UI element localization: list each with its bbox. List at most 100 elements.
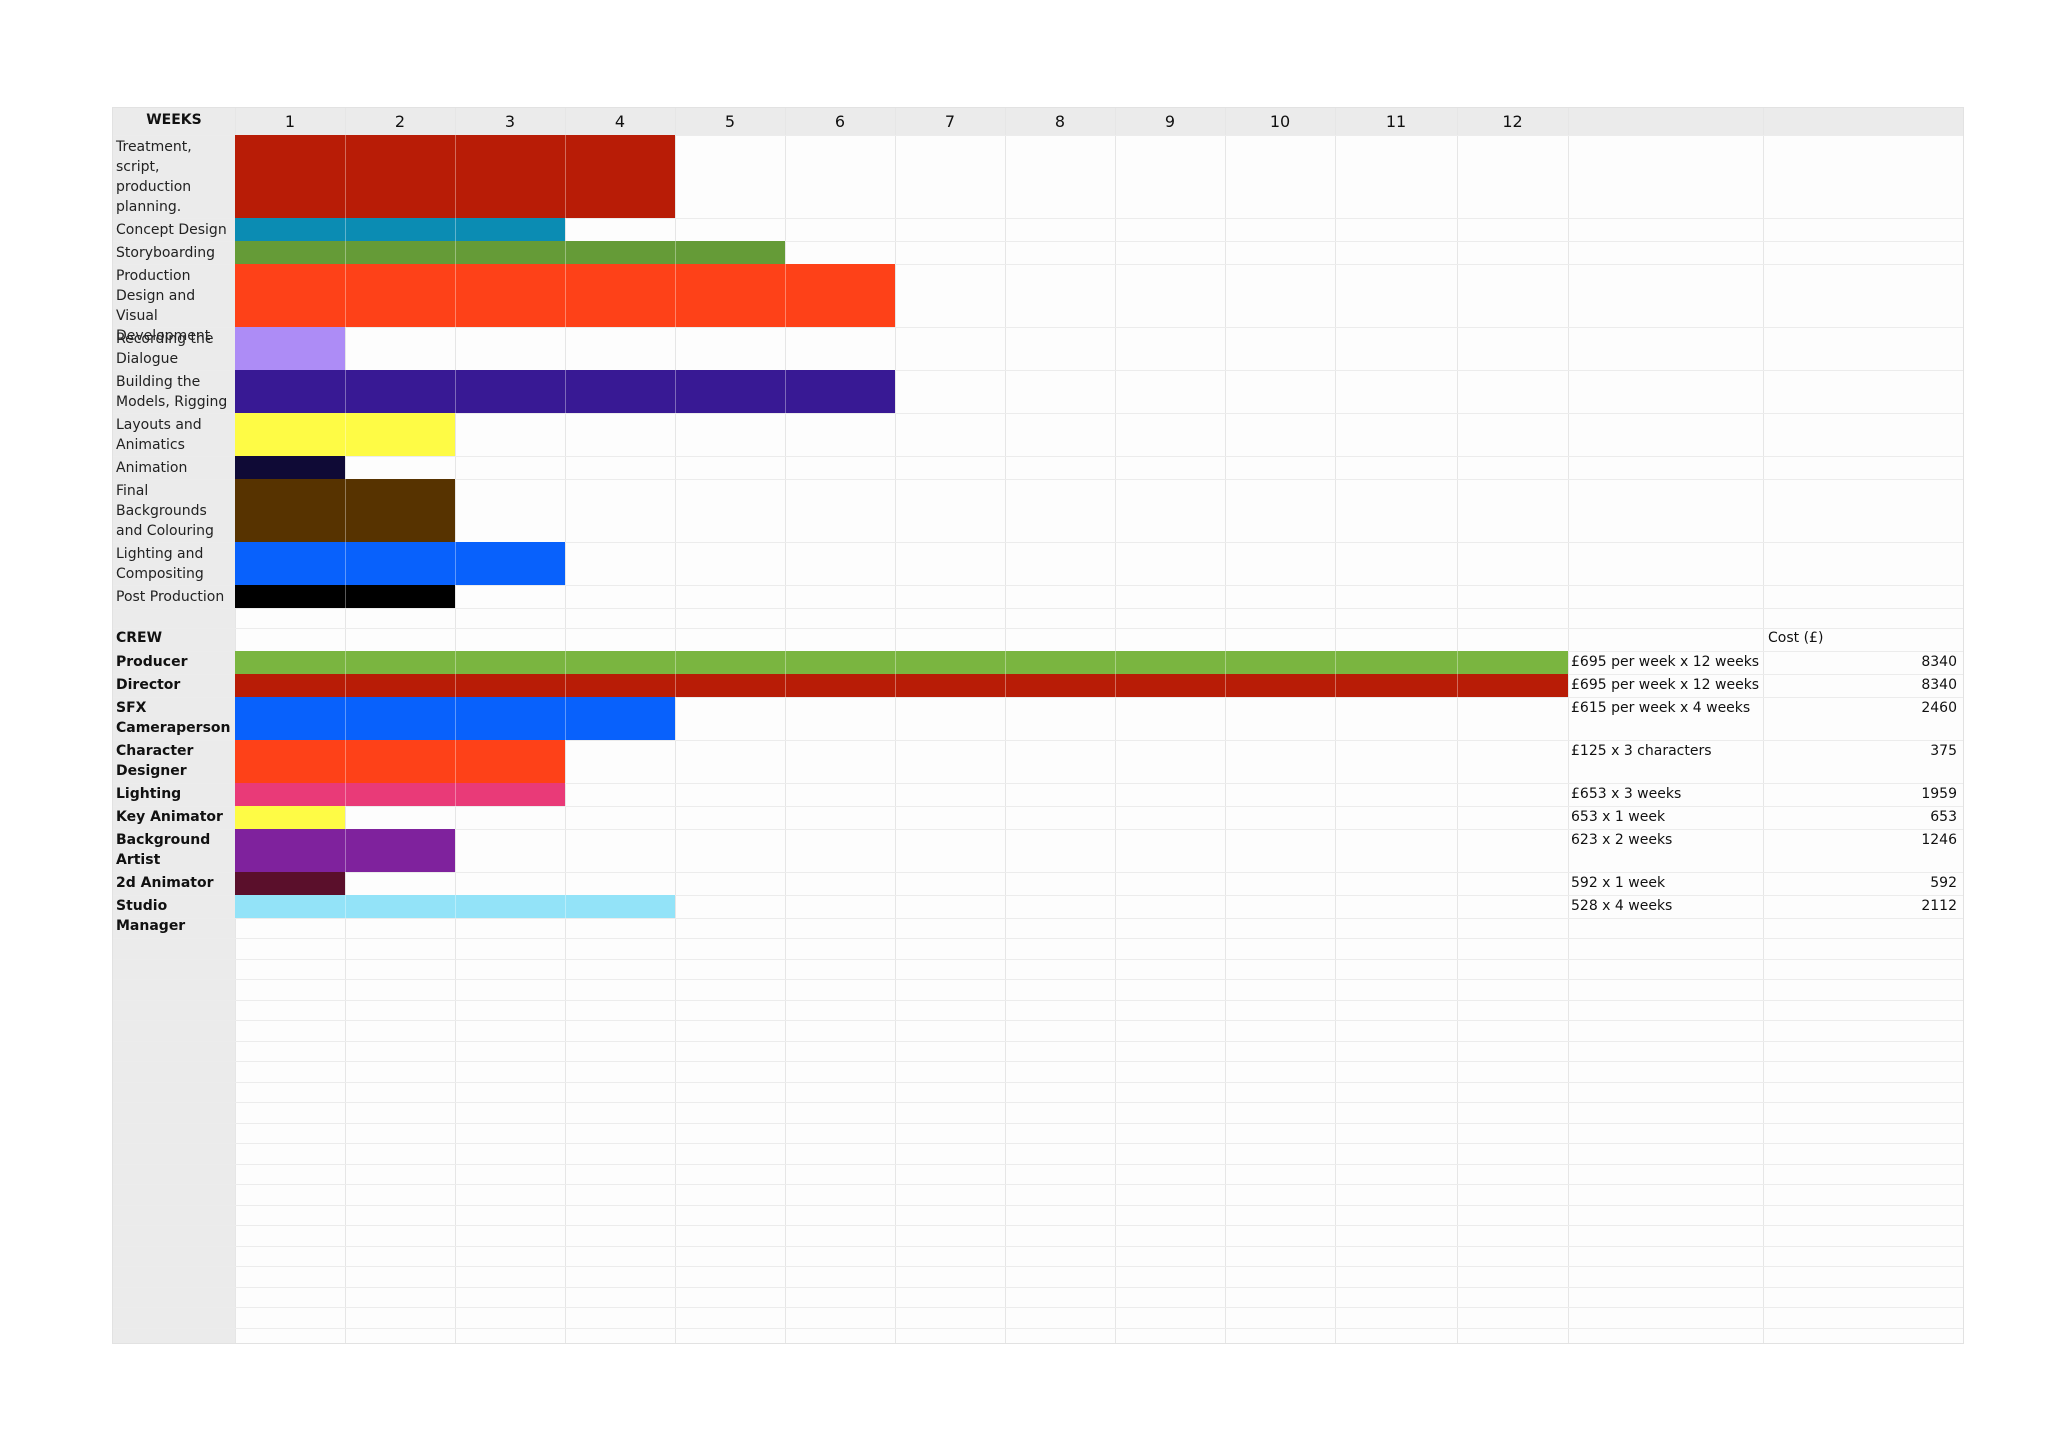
- grid-row-line: [113, 1143, 1963, 1144]
- bar-week-divider: [1115, 651, 1116, 674]
- bar-week-divider: [455, 674, 456, 697]
- week-header-2: 2: [394, 112, 406, 131]
- grid-row-line: [113, 241, 1963, 242]
- grid-row-line: [113, 1061, 1963, 1062]
- crew-bar: [235, 651, 1568, 674]
- bar-week-divider: [345, 135, 346, 218]
- grid-column-line: [785, 108, 786, 1343]
- bar-week-divider: [455, 697, 456, 740]
- task-bar: [235, 264, 895, 327]
- grid-row-line: [113, 264, 1963, 265]
- grid-row-line: [113, 1225, 1963, 1226]
- bar-week-divider: [345, 651, 346, 674]
- grid-row-line: [113, 938, 1963, 939]
- bar-week-divider: [565, 264, 566, 327]
- grid-row-line: [113, 740, 1963, 741]
- task-bar: [235, 585, 455, 608]
- task-label: Post Production: [116, 589, 225, 605]
- task-bar: [235, 413, 455, 456]
- grid-row-line: [113, 608, 1963, 609]
- bar-week-divider: [455, 740, 456, 783]
- crew-label: 2d Animator: [116, 875, 214, 891]
- task-label: Recording the Dialogue: [116, 331, 214, 367]
- bar-week-divider: [345, 895, 346, 918]
- bar-week-divider: [1457, 674, 1458, 697]
- bar-week-divider: [675, 264, 676, 327]
- crew-cost-value: 8340: [1921, 677, 1957, 693]
- bar-week-divider: [455, 895, 456, 918]
- bar-week-divider: [345, 697, 346, 740]
- bar-week-divider: [565, 895, 566, 918]
- task-bar: [235, 135, 675, 218]
- crew-rate-note: 528 x 4 weeks: [1571, 898, 1673, 914]
- task-label: Lighting and Compositing: [116, 546, 204, 582]
- cost-header: Cost (£): [1768, 630, 1824, 646]
- crew-bar: [235, 895, 675, 918]
- grid-row-line: [113, 959, 1963, 960]
- bar-week-divider: [345, 241, 346, 264]
- bar-week-divider: [455, 135, 456, 218]
- grid-row-line: [113, 628, 1963, 629]
- grid-column-line: [1225, 108, 1226, 1343]
- grid-row-line: [113, 1205, 1963, 1206]
- bar-week-divider: [1335, 651, 1336, 674]
- week-header-6: 6: [834, 112, 846, 131]
- grid-row-line: [113, 697, 1963, 698]
- bar-week-divider: [1005, 651, 1006, 674]
- task-label: Production Design and Visual Development: [116, 268, 211, 344]
- grid-column-line: [1568, 108, 1569, 1343]
- crew-cost-value: 592: [1930, 875, 1957, 891]
- grid-row-line: [113, 872, 1963, 873]
- week-header-12: 12: [1502, 112, 1523, 131]
- bar-week-divider: [785, 264, 786, 327]
- grid-row-line: [113, 370, 1963, 371]
- grid-row-line: [113, 479, 1963, 480]
- crew-rate-note: £615 per week x 4 weeks: [1571, 700, 1751, 716]
- bar-week-divider: [345, 585, 346, 608]
- task-bar: [235, 479, 455, 542]
- crew-rate-note: £125 x 3 characters: [1571, 743, 1712, 759]
- bar-week-divider: [565, 135, 566, 218]
- bar-week-divider: [455, 264, 456, 327]
- crew-label: Key Animator: [116, 809, 223, 825]
- task-bar: [235, 218, 565, 241]
- crew-section-label: CREW: [116, 630, 163, 646]
- crew-cost-value: 8340: [1921, 654, 1957, 670]
- bar-week-divider: [785, 674, 786, 697]
- bar-week-divider: [455, 370, 456, 413]
- weeks-header-label: WEEKS: [146, 112, 202, 128]
- bar-week-divider: [345, 370, 346, 413]
- grid-row-line: [113, 918, 1963, 919]
- grid-row-line: [113, 1307, 1963, 1308]
- crew-bar: [235, 829, 455, 872]
- bar-week-divider: [1335, 674, 1336, 697]
- grid-column-line: [1963, 108, 1964, 1343]
- bar-week-divider: [345, 674, 346, 697]
- task-label: Layouts and Animatics: [116, 417, 202, 453]
- grid-row-line: [113, 456, 1963, 457]
- grid-row-line: [113, 1123, 1963, 1124]
- grid-row-line: [113, 806, 1963, 807]
- grid-row-line: [113, 1020, 1963, 1021]
- grid-column-line: [1763, 108, 1764, 1343]
- bar-week-divider: [345, 829, 346, 872]
- crew-cost-value: 1246: [1921, 832, 1957, 848]
- grid-row-line: [113, 1287, 1963, 1288]
- grid-row-line: [113, 585, 1963, 586]
- bar-week-divider: [345, 740, 346, 783]
- grid-row-line: [113, 1000, 1963, 1001]
- bar-week-divider: [565, 651, 566, 674]
- week-header-8: 8: [1054, 112, 1066, 131]
- task-bar: [235, 241, 785, 264]
- bar-week-divider: [345, 264, 346, 327]
- bar-week-divider: [1005, 674, 1006, 697]
- bar-week-divider: [455, 542, 456, 585]
- bar-week-divider: [345, 413, 346, 456]
- bar-week-divider: [675, 674, 676, 697]
- crew-bar: [235, 674, 1568, 697]
- grid-row-line: [113, 1164, 1963, 1165]
- grid-row-line: [113, 327, 1963, 328]
- week-header-4: 4: [614, 112, 626, 131]
- bar-week-divider: [565, 241, 566, 264]
- grid-column-line: [1457, 108, 1458, 1343]
